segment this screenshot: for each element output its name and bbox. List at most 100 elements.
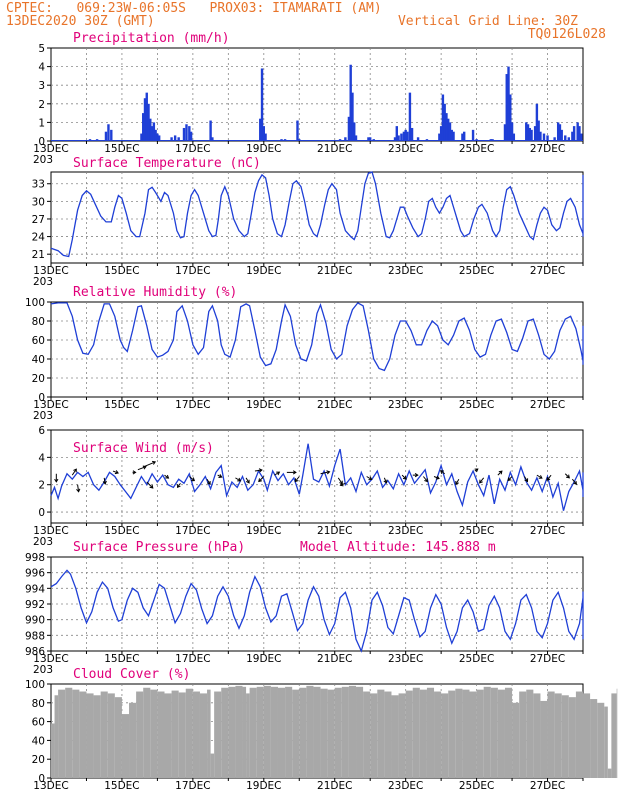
panel-2-xtick-label: 19DEC [246,265,281,277]
panel-2-cut-label: 203 [33,276,53,288]
precip-bar [533,126,537,141]
cloud-bar [561,695,569,778]
cloud-bar [51,723,55,778]
header-station: CPTEC: 069:23W-06:05S PROX03: ITAMARATI … [6,1,382,16]
wind-vector-head [402,475,407,480]
header-grid-line: Vertical Grid Line: 30Z [397,14,578,29]
panel-3-xtick-label: 25DEC [459,399,494,411]
wind-vector [571,478,577,485]
precip-bar [503,124,507,141]
wind-vector-head [292,470,297,475]
panel-4-xtick-label: 25DEC [459,525,494,537]
cloud-bar [341,686,349,778]
cloud-bar [334,687,342,778]
panel-5-ytick-label: 994 [25,583,45,595]
panel-6-xtick-label: 17DEC [175,780,210,792]
panel-3-cut-label: 203 [33,410,53,422]
panel-5-ytick-label: 990 [25,615,45,627]
panel-2-xtick-label: 15DEC [104,265,139,277]
precip-bar [367,137,370,141]
cloud-bar [93,695,101,778]
wind-vector [294,476,300,482]
precip-bar [145,92,148,141]
precip-bar [397,135,400,141]
cloud-bar [616,688,618,778]
cloud-bar [121,714,130,778]
wind-vector-head [414,472,419,478]
cloud-bar [178,692,186,778]
panel-5-xtick-label: 27DEC [530,653,565,665]
panel-5-xtick-label: 19DEC [246,653,281,665]
wind-vector [146,481,154,489]
wind-vector-head [102,480,107,485]
cloud-bar [377,689,385,778]
wind-vector-head [326,470,331,475]
cloud-bar [490,687,498,778]
panel-1-xtick-label: 13DEC [33,143,68,155]
cloud-bar [214,691,222,778]
panel-3-xtick-label: 13DEC [33,399,68,411]
cloud-bar [58,689,66,778]
panel-3-xtick-label: 19DEC [246,399,281,411]
wind-vector [479,477,485,484]
panel-5-xtick-label: 23DEC [388,653,423,665]
precip-bar [558,124,562,141]
precip-bar [150,126,154,141]
cloud-bar [363,691,371,778]
precip-bar [260,68,264,141]
precip-bar [353,122,356,141]
cloud-bar [547,691,555,778]
panel-3-xtick-label: 17DEC [175,399,210,411]
panel-6-title: Cloud Cover (%) [73,667,190,682]
panel-1-xtick-label: 27DEC [530,143,565,155]
wind-vector [137,466,147,471]
cloud-bar [540,700,548,778]
panel-5-cut-label: 203 [33,664,53,676]
cloud-bar [270,686,278,778]
precip-bar [142,113,145,141]
cloud-bar [313,686,321,778]
precip-bar [445,113,448,141]
panel-2-xtick-label: 13DEC [33,265,68,277]
panel-3-title: Relative Humidity (%) [73,285,237,300]
header-model: TQ0126L028 [527,27,606,42]
cloud-bar [419,689,427,778]
precip-bar [393,137,397,141]
panel-3-ytick-label: 80 [32,316,45,328]
precip-bar [149,118,152,141]
wind-vector-head [474,468,479,473]
panel-3-ytick-label: 60 [32,335,45,347]
precip-bar [462,131,466,141]
precip-bar [571,131,574,141]
cloud-bar [434,691,442,778]
cloud-bar [476,689,484,778]
panel-2-frame [50,171,584,264]
cloud-bar [611,693,617,778]
cloud-bar [171,690,179,778]
cloud-bar [199,693,208,778]
precip-bar [530,129,533,141]
precip-bar [104,131,108,141]
wind-vector [143,461,156,468]
cloud-bar [519,691,527,778]
cloud-bar [526,689,534,778]
cloud-bar [72,689,80,778]
wind-vector [245,477,250,484]
cloud-bar [575,691,583,778]
wind-vector [423,476,428,482]
panel-4-ytick-label: 4 [38,452,45,464]
precip-bar [539,131,542,141]
panel-2-xtick-label: 27DEC [530,265,565,277]
cloud-bar [412,687,420,778]
precip-bar [143,98,147,141]
panel-4-title: Surface Wind (m/s) [73,441,214,456]
wind-vector-head [276,471,281,476]
precip-bar [354,135,358,141]
precip-bar [347,116,351,141]
wind-vector-head [218,474,223,478]
panel-6-xtick-label: 25DEC [459,780,494,792]
precip-bar [408,92,412,141]
panel-6-ytick-label: 100 [25,679,45,691]
precip-bar [147,103,150,141]
precip-bar [537,120,540,141]
